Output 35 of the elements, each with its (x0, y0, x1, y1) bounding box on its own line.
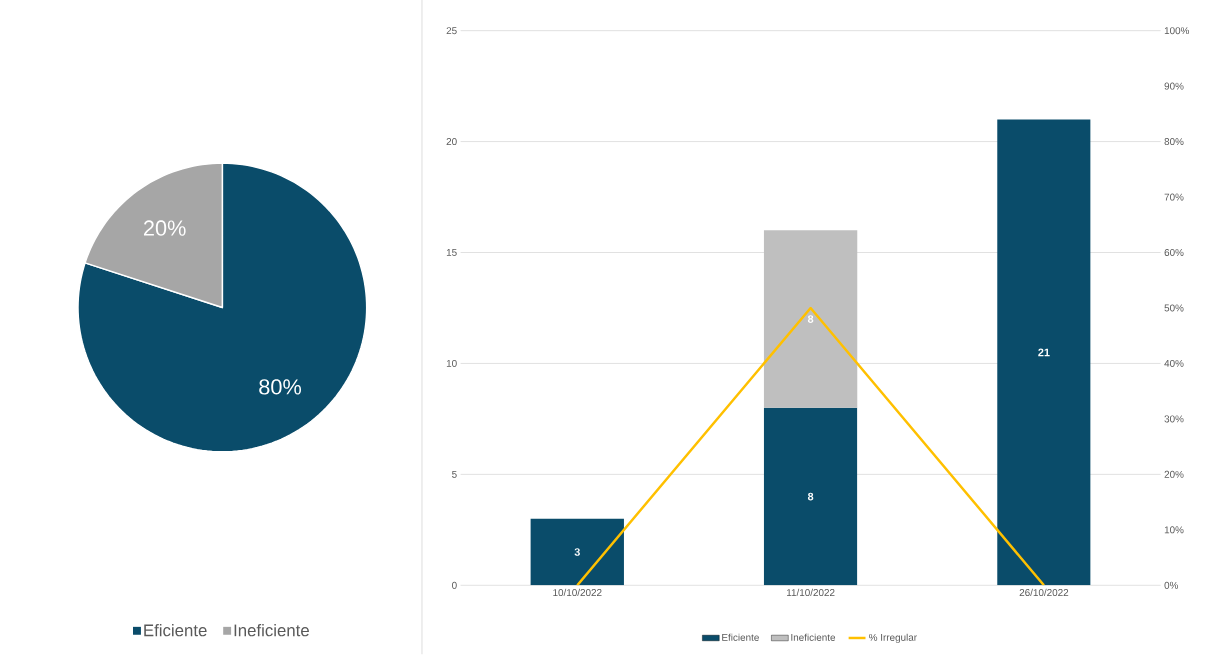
y2-tick-label: 60% (1164, 249, 1184, 257)
bar (763, 408, 858, 586)
data-label: 21 (1038, 348, 1050, 357)
y-tick-label: 20 (446, 138, 457, 146)
y2-tick-label: 0% (1164, 582, 1179, 590)
data-label: 20% (143, 220, 186, 237)
y2-tick-label: 100% (1164, 27, 1190, 35)
legend-label: Eficiente (144, 624, 207, 637)
y-tick-label: 10 (446, 360, 457, 368)
x-tick-label: 26/10/2022 (1019, 589, 1069, 597)
bar (763, 230, 858, 409)
y2-tick-label: 10% (1164, 526, 1184, 534)
bar (530, 518, 624, 586)
legend-label: % Irregular (869, 633, 917, 644)
legend-label: Eficiente (722, 633, 759, 642)
data-label: 80% (259, 379, 302, 395)
x-tick-label: 11/10/2022 (786, 589, 835, 597)
legend-label: Ineficiente (234, 624, 309, 637)
y2-tick-label: 40% (1164, 360, 1184, 368)
data-label: 8 (807, 315, 814, 324)
y-tick-label: 5 (452, 471, 457, 479)
y2-tick-label: 50% (1164, 304, 1184, 312)
y-tick-label: 0 (452, 582, 457, 590)
y2-tick-label: 30% (1164, 415, 1184, 423)
bar (997, 119, 1091, 586)
y2-tick-label: 80% (1164, 138, 1184, 146)
x-tick-label: 10/10/2022 (553, 589, 602, 597)
y-tick-label: 15 (446, 249, 457, 257)
data-label: 3 (574, 548, 580, 557)
y2-tick-label: 90% (1164, 82, 1184, 90)
y-tick-label: 25 (446, 27, 457, 35)
legend-label: Ineficiente (791, 633, 836, 642)
y2-tick-label: 70% (1164, 193, 1184, 201)
y2-tick-label: 20% (1164, 471, 1184, 479)
data-label: 8 (807, 492, 814, 501)
